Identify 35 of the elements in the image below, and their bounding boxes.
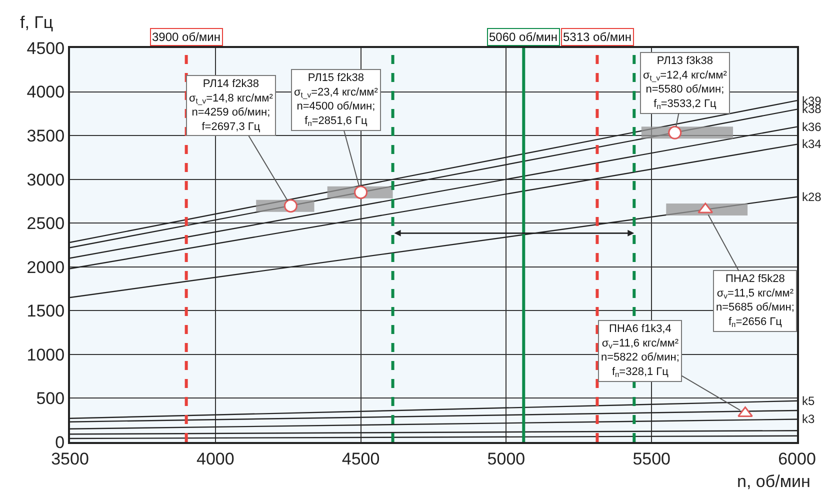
series-label: k5 [802, 394, 815, 408]
x-tick-label: 5000 [487, 449, 526, 468]
series-label: k3 [802, 412, 815, 426]
point [284, 199, 298, 213]
x-tick-label: 3500 [51, 449, 89, 468]
ref-line-label: 5060 об/мин [489, 30, 558, 44]
series-label: k36 [802, 120, 822, 134]
ref-line-label: 5313 об/мин [563, 30, 632, 44]
x-tick-label: 4000 [196, 449, 234, 468]
annotation: ПНА6 f1k3,4 σ$_{v}$=11,6 кгс/мм² n=5822 об/мин; f$_{п}$=328,1 Гц [601, 323, 680, 380]
y-tick-label: 3500 [26, 126, 65, 146]
y-tick-label: 1500 [26, 302, 65, 321]
annotation: РЛ14 f2k38 σ$_{t_v}$=14,8 кгс/мм² n=4259 об/мин; f=2697,3 Гц [189, 78, 274, 133]
y-tick-label: 2500 [26, 214, 65, 234]
point [738, 406, 753, 418]
x-tick-label: 6000 [778, 449, 816, 468]
y-tick-label: 0 [55, 432, 65, 452]
y-tick-label: 4500 [26, 38, 65, 58]
annotation: ПНА2 f5k28 σ$_{v}$=11,5 кгс/мм² n=5685 об/мин; f$_{п}$=2656 Гц [716, 273, 794, 330]
x-tick-label: 4500 [342, 449, 380, 468]
series-label: k28 [802, 190, 822, 204]
ref-line-label: 3900 об/мин [152, 30, 220, 44]
annotation: РЛ13 f3k38 σ$_{t_v}$=12,4 кгс/мм² n=5580 об/мин; f$_{п}$=3533,2 Гц [643, 55, 728, 112]
series-label: k34 [802, 137, 822, 151]
y-tick-label: 500 [36, 389, 65, 408]
y-tick-label: 4000 [26, 82, 65, 102]
x-axis-title: n, об/мин [737, 472, 810, 491]
y-axis-title: f, Гц [20, 13, 54, 32]
y-tick-label: 2000 [26, 258, 65, 277]
annotation: РЛ15 f2k38 σ$_{t_v}$=23,4 кгс/мм² n=4500 об/мин; f$_{п}$=2851,6 Гц [294, 72, 378, 128]
point [668, 126, 682, 140]
point [354, 186, 368, 200]
y-tick-label: 1000 [26, 345, 65, 364]
y-tick-label: 3000 [26, 170, 65, 190]
x-tick-label: 5500 [632, 449, 671, 468]
